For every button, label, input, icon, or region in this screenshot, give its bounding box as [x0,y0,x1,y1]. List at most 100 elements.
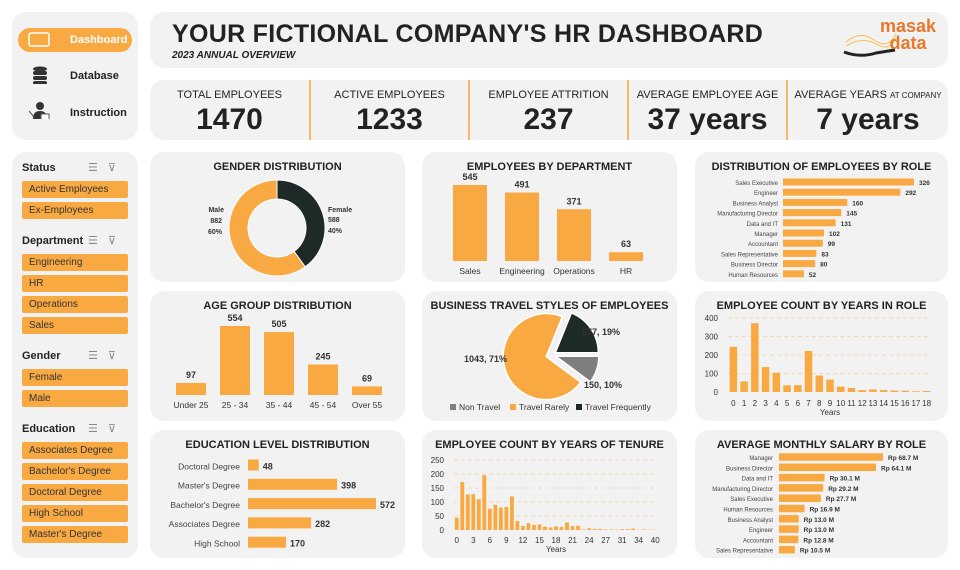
chart-title: GENDER DISTRIBUTION [213,161,342,173]
nav-instruction[interactable]: Instruction [18,101,132,125]
filter-option[interactable]: HR [22,275,128,292]
x-tick-label: 6 [796,399,801,408]
pie-slice-travel-frequently [554,311,600,354]
bar [532,524,536,530]
multi-select-icon[interactable]: ☰ [88,162,108,174]
slice-pct: 40% [328,228,343,235]
kpi-average-age: AVERAGE EMPLOYEE AGE 37 years [627,80,786,140]
multi-select-icon[interactable]: ☰ [88,235,108,247]
bar [493,504,498,530]
bar [890,390,899,392]
bar [772,372,781,392]
x-tick-label: 35 - 44 [266,400,293,410]
x-tick-label: 13 [868,399,877,408]
filter-option[interactable]: Male [22,390,128,407]
bar [248,459,259,471]
chart-title: EDUCATION LEVEL DISTRIBUTION [185,439,370,451]
bar [869,389,877,392]
clear-filter-icon[interactable]: ⊽ [107,235,126,247]
bar [248,536,287,548]
chart-travel: 277, 19% 150, 10% 1043, 71% Non Travel Trave… [450,311,652,412]
multi-select-icon[interactable]: ☰ [88,350,108,362]
bar [804,350,813,392]
filter-option[interactable]: High School [22,505,128,522]
y-tick-label: Business Analyst [733,201,779,207]
kpi-label: EMPLOYEE ATTRITION [488,89,609,101]
slice-value: 588 [328,217,340,224]
legend-label: Non Travel [459,402,500,412]
x-tick-label: 6 [488,536,493,545]
filter-controls: ☰⊽ [88,349,126,362]
data-label: 572 [380,500,395,510]
page-subtitle: 2023 ANNUAL OVERVIEW [172,50,296,61]
kpi-value: 1470 [196,103,263,136]
y-tick-label: 0 [440,526,445,535]
chart-dept: 545 Sales 491 Engineering 371 Operations 63 HR [453,172,643,276]
data-label: Rp 10.5 M [800,548,830,555]
x-axis-label: Years [546,545,566,554]
card-gender: GENDER DISTRIBUTION Female 588 40% Male 882 60… [150,152,405,282]
slice-value: 882 [210,218,222,225]
bar [598,528,603,530]
kpi-value: 37 years [647,103,768,136]
y-tick-label: Master's Degree [178,481,240,491]
data-label: 170 [290,538,305,548]
filter-option[interactable]: Female [22,369,128,386]
data-label: Rp 16.9 M [810,507,840,514]
y-tick-label: High School [194,538,240,548]
y-tick-label: Manager [749,456,773,462]
x-tick-label: 31 [618,536,627,545]
clear-filter-icon[interactable]: ⊽ [107,162,126,174]
kpi-average-years: AVERAGE YEARS AT COMPANY 7 years [786,80,948,140]
kpi-attrition: EMPLOYEE ATTRITION 237 [468,80,627,140]
nav-database[interactable]: Database [18,64,132,88]
slice-name: Male [208,207,224,214]
x-tick-label: 17 [911,399,920,408]
masak-data-logo: masak data [840,16,940,60]
x-tick-label: 14 [879,399,888,408]
multi-select-icon[interactable]: ☰ [88,423,108,435]
y-tick-label: Manager [754,232,778,238]
bar [783,270,804,278]
bar [879,389,888,392]
slice-name: Female [328,207,352,214]
filter-option[interactable]: Master's Degree [22,526,128,543]
clear-filter-icon[interactable]: ⊽ [107,350,126,362]
data-label: Rp 27.7 M [826,496,856,503]
filter-controls: ☰⊽ [88,422,126,435]
x-tick-label: Under 25 [174,400,209,410]
filter-option[interactable]: Engineering [22,254,128,271]
pie-slice-travel-rarely [502,312,582,401]
y-tick-label: Sales Executive [730,497,773,503]
clear-filter-icon[interactable]: ⊽ [107,423,126,435]
y-tick-label: 50 [435,512,444,521]
x-tick-label: 0 [455,536,460,545]
x-tick-label: 12 [858,399,867,408]
chart-title: EMPLOYEE COUNT BY YEARS IN ROLE [716,300,927,312]
bar [471,494,476,530]
bar [779,473,825,482]
kpi-value: 237 [523,103,574,136]
y-tick-label: Data and IT [742,477,774,483]
kpi-value: 7 years [816,103,920,136]
filter-option[interactable]: Doctoral Degree [22,484,128,501]
bar [751,323,759,392]
x-tick-label: Sales [459,266,480,276]
filter-option[interactable]: Operations [22,296,128,313]
kpi-value: 1233 [356,103,423,136]
filter-option[interactable]: Ex-Employees [22,202,128,219]
y-tick-label: 100 [431,498,445,507]
logo-text: masak [880,16,937,36]
bar [570,526,575,530]
chart-role: Sales Executive 326 Engineer 292 Business An… [717,178,930,279]
kpi-label-small: AT COMPANY [890,91,942,100]
nav-dashboard[interactable]: Dashboard [18,28,132,52]
filter-option[interactable]: Bachelor's Degree [22,463,128,480]
data-label: 150, 10% [584,380,622,390]
x-tick-label: 2 [753,399,758,408]
filter-option[interactable]: Associates Degree [22,442,128,459]
filter-option[interactable]: Active Employees [22,181,128,198]
x-tick-label: 16 [901,399,910,408]
filter-option[interactable]: Sales [22,317,128,334]
chart-age: 97 Under 25 554 25 - 34 505 35 - 44 245 45 - 54… [174,313,383,410]
